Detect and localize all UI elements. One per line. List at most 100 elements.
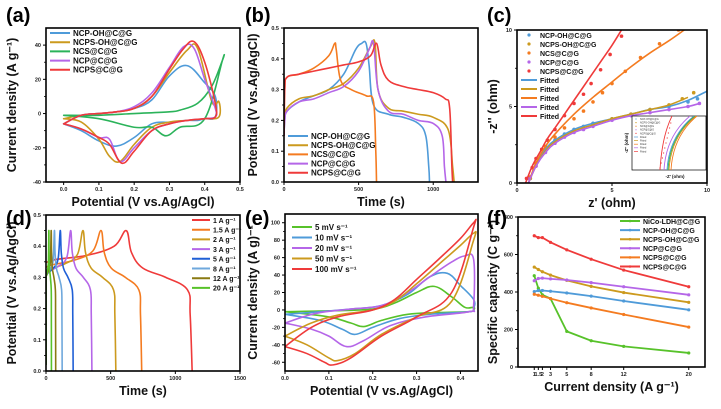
plot-area <box>285 218 477 366</box>
chart-panel-d: 0 500 1000 1500 0.0 0.1 0.2 0.3 0.4 0.5 Time (s) Po… <box>5 208 246 398</box>
legend-label: 20 mV s⁻¹ <box>315 244 352 253</box>
legend-marker <box>527 69 531 73</box>
data-point <box>589 281 593 285</box>
x-tick-label: 0.0 <box>281 376 289 382</box>
y-axis-label: Current density (A g)⁻¹ <box>246 225 260 360</box>
inset-legend-marker <box>635 132 637 134</box>
data-point <box>536 236 540 240</box>
series-line <box>284 39 447 182</box>
y-tick-label: 0 <box>277 308 280 314</box>
data-point <box>540 294 544 298</box>
panel-label: (d) <box>6 208 32 230</box>
data-point <box>548 289 553 293</box>
inset-fitted-line <box>659 116 673 170</box>
y-tick-label: 0.0 <box>271 180 279 186</box>
y-tick-label: -20 <box>272 325 280 331</box>
legend-label: NCP@C@G <box>643 246 682 253</box>
y-tick-label: 40 <box>35 43 41 49</box>
legend-label: 20 A g⁻¹ <box>213 286 240 293</box>
legend-label: 1 A g⁻¹ <box>213 218 236 225</box>
data-point <box>536 267 540 272</box>
y-tick-label: 800 <box>504 215 513 221</box>
series-line <box>533 275 689 354</box>
y-axis-label: Potential (V vs.Ag/AgCl) <box>246 33 260 176</box>
legend-label: NCP@C@G <box>540 60 579 67</box>
legend-label: NCPS-OH@C@G <box>73 38 138 47</box>
legend-label: NCS@C@G <box>73 47 118 56</box>
data-point <box>591 100 595 104</box>
inset-data-point <box>669 127 671 129</box>
y-tick-label: 20 <box>274 291 280 297</box>
panel-label: (b) <box>245 5 271 27</box>
inset-legend-label: NCP@C@G <box>640 129 654 132</box>
inset-chart: NCP-OH@C@GNCPS-OH@C@GNCS@C@GNCP@C@GNCPS@… <box>624 115 707 179</box>
legend-marker <box>628 219 632 223</box>
data-point <box>532 234 536 238</box>
series-line <box>62 40 218 165</box>
legend-label: NCP-OH@C@G <box>311 132 370 141</box>
y-tick-label: 0.2 <box>33 307 41 313</box>
chart-panel-e: 0.0 0.1 0.2 0.3 0.4 -60 -40 -20 0 20 40 60 80 100 Pote… <box>245 208 479 398</box>
inset-legend-label: Fitted <box>640 150 647 153</box>
inset-data-point <box>670 122 672 124</box>
y-tick-label: 400 <box>504 290 513 296</box>
legend-label: NCPS@C@G <box>73 66 123 75</box>
x-axis-label: Potential (V vs.Ag/AgCl) <box>71 195 214 209</box>
x-tick-label: 10 <box>704 188 710 194</box>
legend-label: NCP-OH@C@G <box>643 228 695 235</box>
inset-legend-label: NCPS@C@G <box>640 132 656 135</box>
inset-fitted-line <box>663 116 691 170</box>
legend-label: 100 mV s⁻¹ <box>315 265 357 274</box>
y-tick-label: 600 <box>504 253 513 259</box>
series-line <box>46 229 53 371</box>
legend-label: 5 mV s⁻¹ <box>315 223 348 232</box>
data-point <box>695 97 700 101</box>
inset-legend-label: Fitted <box>640 136 647 139</box>
data-point <box>536 276 540 281</box>
series-line <box>46 229 193 371</box>
panel-label: (e) <box>245 208 269 230</box>
x-tick-label: 500 <box>354 187 363 193</box>
data-point <box>657 41 662 46</box>
x-tick-label: 0.2 <box>369 376 377 382</box>
y-tick-label: 5 <box>509 105 512 111</box>
data-point <box>548 273 553 277</box>
series-line <box>285 271 476 336</box>
legend-marker <box>527 51 531 55</box>
y-tick-label: 0.3 <box>33 275 41 281</box>
data-point <box>548 277 553 281</box>
x-tick-label: 1000 <box>169 376 181 382</box>
inset-legend-label: Fitted <box>640 140 647 143</box>
y-tick-label: -40 <box>33 180 41 186</box>
x-tick-label: 0 <box>44 376 47 382</box>
series-line <box>46 229 117 371</box>
data-point <box>622 344 626 348</box>
data-point <box>687 325 691 329</box>
plot-area <box>524 30 707 183</box>
series-line <box>284 42 454 182</box>
legend-marker <box>628 247 632 250</box>
x-tick-label: 1 <box>533 372 536 378</box>
y-tick-label: 0.3 <box>271 88 279 94</box>
inset-data-point <box>661 157 664 159</box>
legend-label: 12 A g⁻¹ <box>213 276 240 283</box>
data-point <box>581 109 586 113</box>
data-point <box>581 92 586 97</box>
inset-data-point <box>663 152 665 154</box>
series-line <box>285 253 476 348</box>
plot-frame <box>45 27 241 183</box>
fitted-line <box>527 30 685 183</box>
inset-legend-label: Fitted <box>640 143 647 146</box>
legend-label: 10 mV s⁻¹ <box>315 233 352 242</box>
legend-marker <box>628 265 632 268</box>
chart-panel-b: 0 500 1000 0.0 0.1 0.2 0.3 0.4 0.5 Time (s) Potent… <box>245 5 479 209</box>
panel-label: (a) <box>6 5 30 27</box>
data-point <box>608 52 612 57</box>
data-point <box>540 276 544 280</box>
legend-label: NCPS-OH@C@G <box>311 141 376 150</box>
legend-marker <box>628 256 632 259</box>
inset-fitted-line <box>666 116 695 170</box>
data-point <box>565 291 569 295</box>
y-tick-label: -40 <box>272 343 280 349</box>
